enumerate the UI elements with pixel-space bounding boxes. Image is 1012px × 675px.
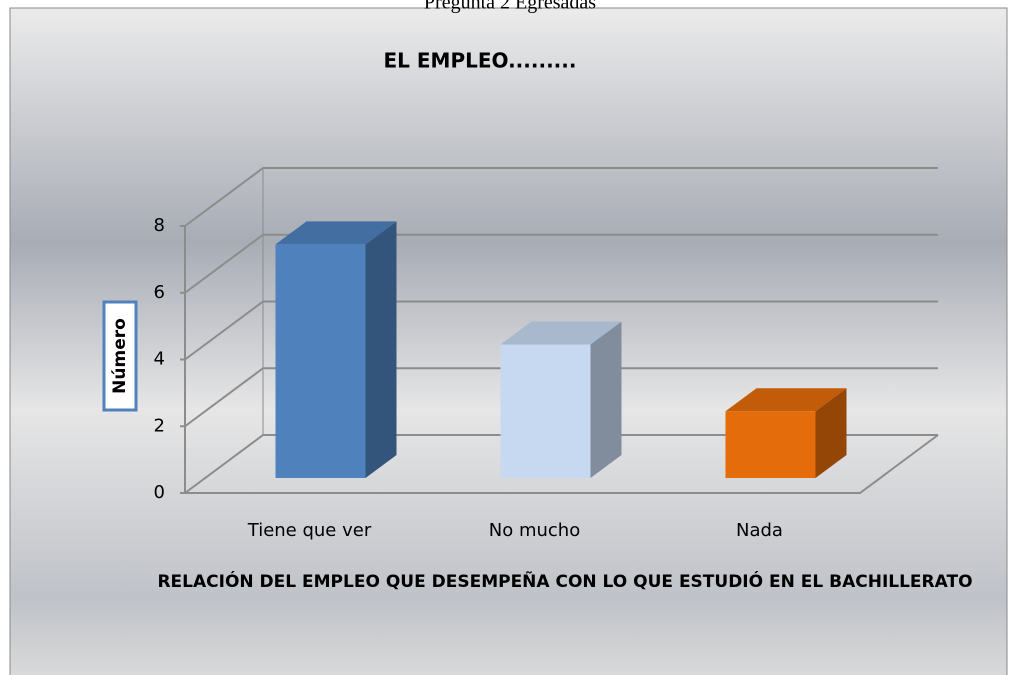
grid-line xyxy=(184,233,938,294)
bar-top xyxy=(500,321,622,345)
y-tick-label: 8 xyxy=(154,215,165,236)
floor xyxy=(185,434,939,494)
grid-line xyxy=(184,434,938,494)
y-label-box xyxy=(102,300,138,412)
x-axis-label: RELACIÓN DEL EMPLEO QUE DESEMPEÑA CON LO… xyxy=(157,572,973,592)
chart-title: EL EMPLEO......... xyxy=(384,49,577,73)
y-tick-label: 4 xyxy=(154,349,165,370)
x-tick-label: Nada xyxy=(736,520,783,541)
x-tick-label: Tiene que ver xyxy=(247,520,372,541)
bar-side xyxy=(590,321,622,478)
grid-line xyxy=(184,367,938,428)
bar-top xyxy=(275,221,397,245)
y-tick-label: 2 xyxy=(154,415,165,436)
bar-side xyxy=(815,388,847,478)
page-heading: Pregunta 2 Egresadas xyxy=(424,0,596,14)
bar xyxy=(275,244,366,478)
y-axis-label: Número xyxy=(110,318,130,394)
bar xyxy=(500,344,591,478)
y-tick-label: 6 xyxy=(154,282,165,303)
bar-side xyxy=(365,221,397,478)
grid-line xyxy=(184,300,938,361)
bar xyxy=(725,411,816,478)
y-tick-label: 0 xyxy=(154,482,165,503)
grid-line xyxy=(184,167,938,227)
bar-top xyxy=(725,388,847,412)
x-tick-label: No mucho xyxy=(489,520,580,541)
